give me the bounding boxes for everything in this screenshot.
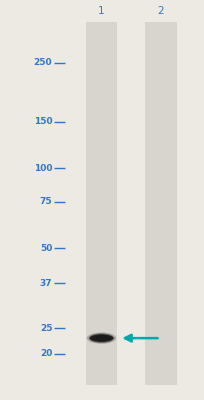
Ellipse shape bbox=[95, 336, 107, 340]
Ellipse shape bbox=[86, 332, 115, 344]
Text: 25: 25 bbox=[40, 324, 52, 333]
Text: 50: 50 bbox=[40, 244, 52, 253]
Ellipse shape bbox=[89, 334, 113, 342]
Text: 150: 150 bbox=[33, 117, 52, 126]
Bar bbox=[85, 22, 117, 385]
Bar bbox=[144, 22, 176, 385]
Text: 75: 75 bbox=[39, 197, 52, 206]
Text: 2: 2 bbox=[157, 6, 163, 16]
Text: 100: 100 bbox=[34, 164, 52, 173]
Text: 20: 20 bbox=[40, 350, 52, 358]
Ellipse shape bbox=[92, 334, 110, 342]
Text: 37: 37 bbox=[39, 278, 52, 288]
Ellipse shape bbox=[89, 333, 113, 343]
Text: 250: 250 bbox=[33, 58, 52, 67]
Text: 1: 1 bbox=[98, 6, 104, 16]
